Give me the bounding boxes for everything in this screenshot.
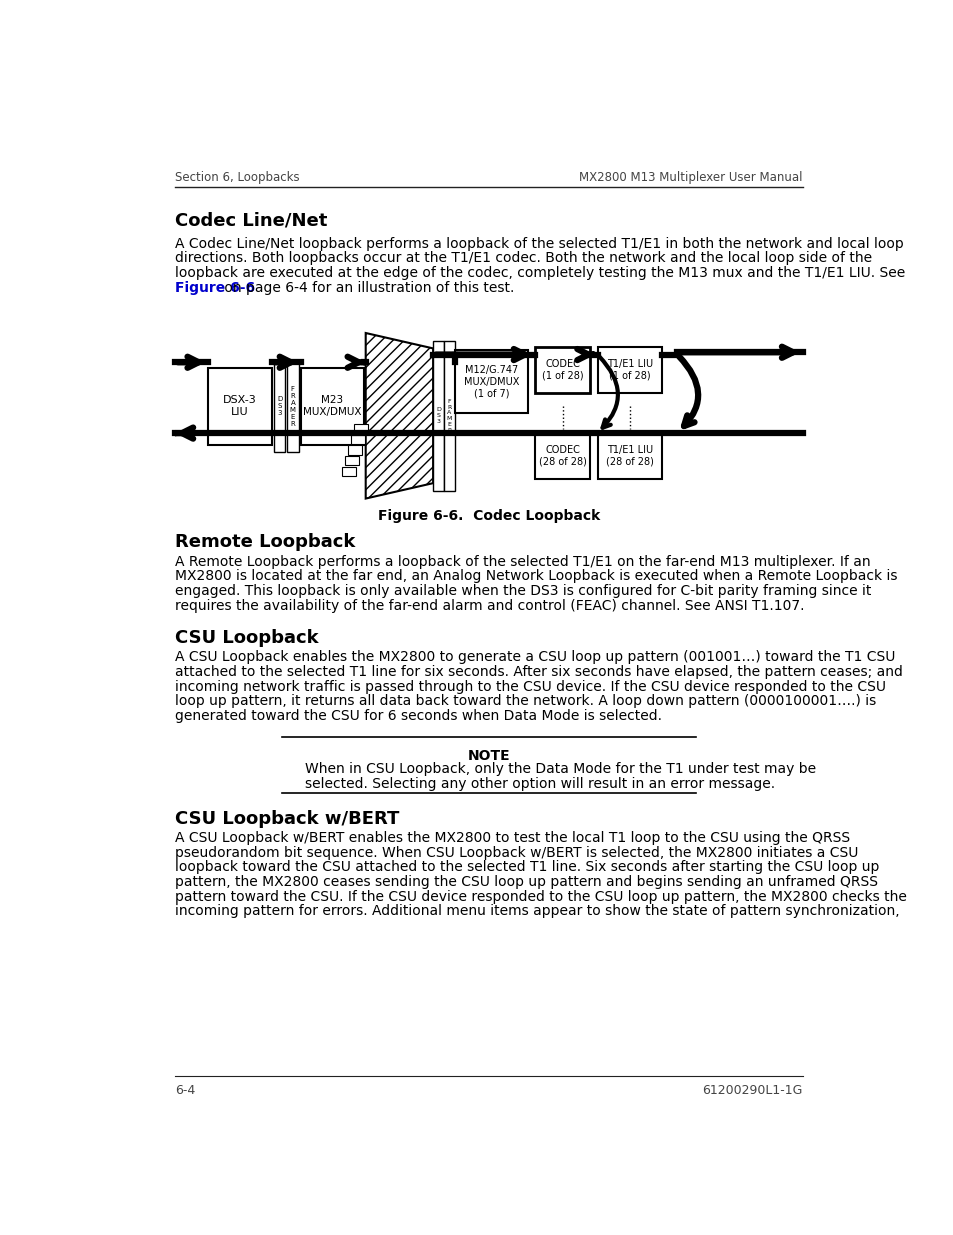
- Text: pseudorandom bit sequence. When CSU Loopback w/BERT is selected, the MX2800 init: pseudorandom bit sequence. When CSU Loop…: [174, 846, 858, 860]
- Text: A Remote Loopback performs a loopback of the selected T1/E1 on the far-end M13 m: A Remote Loopback performs a loopback of…: [174, 555, 870, 569]
- Polygon shape: [365, 333, 433, 499]
- Text: CODEC
(28 of 28): CODEC (28 of 28): [538, 446, 586, 467]
- Text: F
R
A
M
E
R: F R A M E R: [446, 399, 452, 432]
- Text: pattern, the MX2800 ceases sending the CSU loop up pattern and begins sending an: pattern, the MX2800 ceases sending the C…: [174, 876, 877, 889]
- Text: T1/E1 LIU
(28 of 28): T1/E1 LIU (28 of 28): [605, 446, 653, 467]
- Bar: [598, 433, 661, 479]
- Text: F
R
A
M
E
R: F R A M E R: [290, 385, 295, 426]
- Text: MX2800 is located at the far end, an Analog Network Loopback is executed when a : MX2800 is located at the far end, an Ana…: [174, 569, 897, 583]
- Text: loopback are executed at the edge of the codec, completely testing the M13 mux a: loopback are executed at the edge of the…: [174, 266, 904, 280]
- Bar: [300, 368, 364, 445]
- Text: loopback toward the CSU attached to the selected T1 line. Six seconds after star: loopback toward the CSU attached to the …: [174, 861, 879, 874]
- Text: on page 6-4 for an illustration of this test.: on page 6-4 for an illustration of this …: [220, 280, 514, 295]
- Text: selected. Selecting any other option will result in an error message.: selected. Selecting any other option wil…: [305, 777, 775, 790]
- Text: 6-4: 6-4: [174, 1084, 195, 1097]
- Text: engaged. This loopback is only available when the DS3 is configured for C-bit pa: engaged. This loopback is only available…: [174, 584, 870, 598]
- Text: CODEC
(1 of 28): CODEC (1 of 28): [541, 359, 582, 380]
- Bar: [598, 347, 661, 393]
- Text: incoming pattern for errors. Additional menu items appear to show the state of p: incoming pattern for errors. Additional …: [174, 904, 899, 919]
- Text: generated toward the CSU for 6 seconds when Data Mode is selected.: generated toward the CSU for 6 seconds w…: [174, 709, 661, 722]
- Text: MX2800 M13 Multiplexer User Manual: MX2800 M13 Multiplexer User Manual: [578, 172, 802, 184]
- Text: DSX-3
LIU: DSX-3 LIU: [223, 395, 256, 417]
- Text: CSU Loopback: CSU Loopback: [174, 629, 318, 647]
- Text: D
S
3: D S 3: [436, 408, 440, 424]
- Bar: [433, 341, 443, 490]
- Text: Section 6, Loopbacks: Section 6, Loopbacks: [174, 172, 299, 184]
- Bar: [354, 424, 368, 433]
- Bar: [443, 341, 455, 490]
- Text: attached to the selected T1 line for six seconds. After six seconds have elapsed: attached to the selected T1 line for six…: [174, 664, 902, 679]
- Text: loop up pattern, it returns all data back toward the network. A loop down patter: loop up pattern, it returns all data bac…: [174, 694, 876, 708]
- Text: NOTE: NOTE: [467, 748, 510, 763]
- Text: M12/G.747
MUX/DMUX
(1 of 7): M12/G.747 MUX/DMUX (1 of 7): [463, 364, 518, 398]
- Text: A CSU Loopback w/BERT enables the MX2800 to test the local T1 loop to the CSU us: A CSU Loopback w/BERT enables the MX2800…: [174, 831, 849, 845]
- Bar: [455, 350, 528, 412]
- Text: incoming network traffic is passed through to the CSU device. If the CSU device : incoming network traffic is passed throu…: [174, 679, 885, 694]
- Bar: [534, 347, 590, 393]
- Text: Figure 6-6.  Codec Loopback: Figure 6-6. Codec Loopback: [377, 509, 599, 522]
- Text: A Codec Line/Net loopback performs a loopback of the selected T1/E1 in both the : A Codec Line/Net loopback performs a loo…: [174, 237, 902, 251]
- Text: requires the availability of the far-end alarm and control (FEAC) channel. See A: requires the availability of the far-end…: [174, 599, 803, 613]
- Text: 61200290L1-1G: 61200290L1-1G: [701, 1084, 802, 1097]
- Text: A CSU Loopback enables the MX2800 to generate a CSU loop up pattern (001001…) to: A CSU Loopback enables the MX2800 to gen…: [174, 651, 895, 664]
- Text: Figure 6-6: Figure 6-6: [174, 280, 254, 295]
- Text: Remote Loopback: Remote Loopback: [174, 534, 355, 551]
- Bar: [344, 456, 358, 466]
- Text: pattern toward the CSU. If the CSU device responded to the CSU loop up pattern, : pattern toward the CSU. If the CSU devic…: [174, 889, 906, 904]
- Bar: [534, 433, 590, 479]
- Bar: [351, 435, 365, 443]
- Bar: [341, 467, 355, 477]
- Text: When in CSU Loopback, only the Data Mode for the T1 under test may be: When in CSU Loopback, only the Data Mode…: [305, 762, 816, 776]
- Bar: [274, 359, 285, 452]
- Text: M23
MUX/DMUX: M23 MUX/DMUX: [303, 395, 361, 417]
- Text: Codec Line/Net: Codec Line/Net: [174, 211, 327, 230]
- Bar: [348, 446, 361, 454]
- Bar: [286, 359, 298, 452]
- Bar: [208, 368, 272, 445]
- Text: T1/E1 LIU
(1 of 28): T1/E1 LIU (1 of 28): [606, 359, 653, 380]
- Text: directions. Both loopbacks occur at the T1/E1 codec. Both the network and the lo: directions. Both loopbacks occur at the …: [174, 252, 871, 266]
- Text: CSU Loopback w/BERT: CSU Loopback w/BERT: [174, 810, 399, 827]
- Text: D
S
3: D S 3: [276, 396, 282, 416]
